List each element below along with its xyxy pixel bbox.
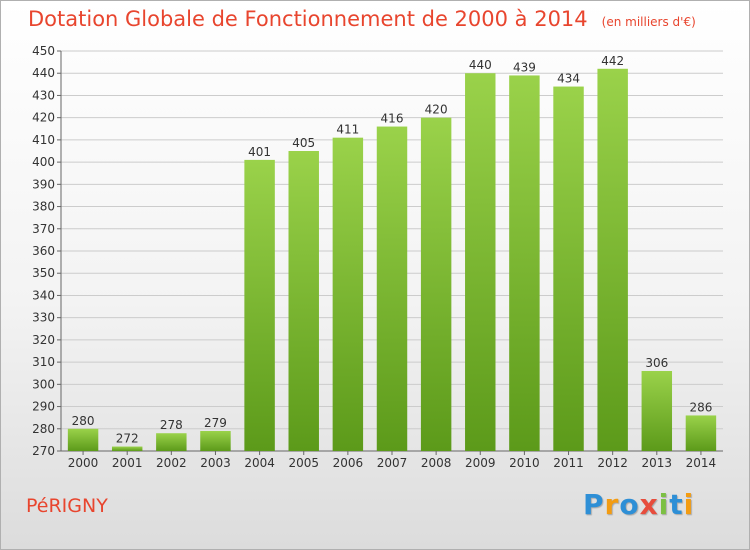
x-tick-label: 2004 [244, 456, 275, 470]
bar [244, 159, 275, 451]
bar [597, 68, 628, 452]
data-label: 439 [513, 60, 536, 74]
logo-letter: x [639, 488, 659, 521]
chart-title-text: Dotation Globale de Fonctionnement de 20… [28, 7, 588, 31]
data-label: 272 [116, 432, 139, 446]
x-tick-label: 2006 [333, 456, 364, 470]
bar [111, 446, 143, 451]
data-label: 434 [557, 72, 580, 86]
y-tick-label: 300 [32, 377, 55, 391]
y-tick-label: 450 [32, 44, 55, 58]
axes: 270 280 290 300 310 320 330 340 350 360 370 380 390 4… [32, 44, 723, 470]
x-tick-label: 2001 [112, 456, 143, 470]
bar [288, 151, 319, 451]
data-label: 286 [689, 400, 712, 414]
logo-letter: i [683, 488, 695, 521]
x-tick-label: 2012 [597, 456, 628, 470]
x-tick-label: 2010 [509, 456, 540, 470]
y-tick-label: 430 [32, 88, 55, 102]
data-label: 279 [204, 416, 227, 430]
data-labels: 280 272 278 279 401 405 411 416 420 440 439 434 442 3… [72, 54, 713, 446]
logo-letter: P [583, 488, 605, 521]
y-tick-label: 340 [32, 288, 55, 302]
bar [685, 415, 717, 451]
logo-letter: o [619, 488, 640, 521]
data-label: 405 [292, 136, 315, 150]
commune-name: PéRIGNY [26, 495, 108, 517]
bar [641, 371, 673, 451]
chart-unit-label: (en milliers d'€) [601, 15, 696, 29]
y-tick-label: 380 [32, 200, 55, 214]
x-tick-label: 2009 [465, 456, 496, 470]
bar [200, 431, 231, 451]
x-tick-label: 2002 [156, 456, 187, 470]
y-tick-label: 330 [32, 311, 55, 325]
data-label: 411 [336, 123, 359, 137]
y-tick-label: 320 [32, 333, 55, 347]
data-label: 401 [248, 145, 271, 159]
bars [67, 68, 717, 452]
x-tick-label: 2003 [200, 456, 231, 470]
y-tick-label: 270 [32, 444, 55, 458]
x-tick-label: 2007 [377, 456, 408, 470]
bar [509, 75, 540, 451]
y-tick-label: 280 [32, 422, 55, 436]
data-label: 440 [469, 58, 492, 72]
bar [465, 73, 496, 451]
logo-letter: t [669, 488, 684, 521]
y-tick-label: 410 [32, 133, 55, 147]
data-label: 306 [645, 356, 668, 370]
y-tick-label: 290 [32, 400, 55, 414]
y-tick-label: 310 [32, 355, 55, 369]
bar [420, 117, 452, 452]
y-tick-label: 400 [32, 155, 55, 169]
x-tick-label: 2000 [68, 456, 99, 470]
x-tick-label: 2013 [642, 456, 673, 470]
logo-letter: i [658, 488, 670, 521]
data-label: 420 [425, 103, 448, 117]
logo-letter: r [604, 488, 620, 521]
x-tick-label: 2008 [421, 456, 452, 470]
x-tick-label: 2014 [686, 456, 717, 470]
y-tick-label: 350 [32, 266, 55, 280]
proxiti-logo[interactable]: Proxiti [583, 488, 694, 521]
bar [376, 126, 408, 452]
chart-title: Dotation Globale de Fonctionnement de 20… [28, 7, 696, 31]
y-tick-label: 360 [32, 244, 55, 258]
data-label: 416 [381, 112, 404, 126]
data-label: 278 [160, 418, 183, 432]
bar [553, 86, 584, 452]
x-tick-label: 2011 [553, 456, 584, 470]
y-tick-label: 370 [32, 222, 55, 236]
bar [156, 433, 187, 451]
y-tick-label: 390 [32, 177, 55, 191]
bar [332, 137, 364, 451]
data-label: 280 [72, 414, 95, 428]
bar [67, 428, 99, 451]
x-tick-label: 2005 [288, 456, 319, 470]
data-label: 442 [601, 54, 624, 68]
y-tick-label: 420 [32, 111, 55, 125]
y-tick-label: 440 [32, 66, 55, 80]
